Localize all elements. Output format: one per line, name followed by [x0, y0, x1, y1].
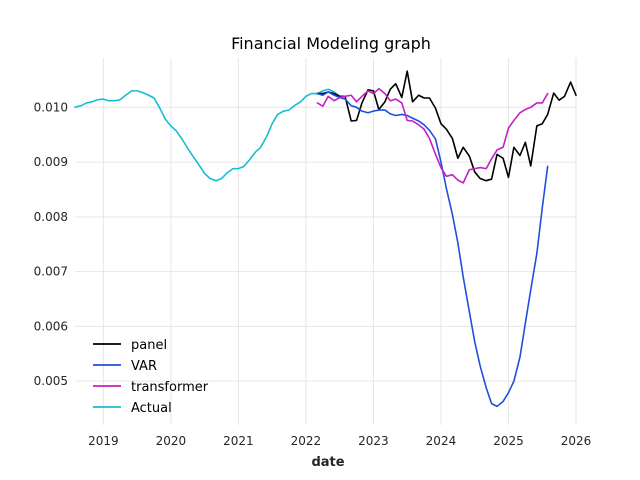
chart-legend: panel VAR transformer Actual: [93, 338, 209, 416]
x-axis-label: date: [311, 455, 344, 470]
y-tick-label: 0.007: [34, 265, 68, 279]
series-line-actual: [74, 88, 341, 182]
y-tick-label: 0.006: [34, 319, 68, 333]
x-tick-label: 2023: [358, 434, 389, 448]
chart-series: [74, 70, 577, 408]
x-tick-label: 2025: [493, 434, 524, 448]
y-tick-label: 0.008: [34, 210, 68, 224]
x-tick-label: 2020: [156, 434, 187, 448]
series-line-transformer: [316, 87, 549, 184]
x-tick-label: 2026: [561, 434, 592, 448]
legend-label-transformer: transformer: [131, 380, 209, 395]
x-tick-label: 2021: [223, 434, 254, 448]
series-line-panel: [316, 70, 577, 182]
legend-label-actual: Actual: [131, 401, 172, 416]
x-tick-label: 2024: [426, 434, 457, 448]
chart-title: Financial Modeling graph: [231, 34, 431, 53]
series-line-var: [316, 91, 549, 408]
x-axis-ticks: 2019 2020 2021 2022 2023 2024 2025 2026: [88, 434, 591, 448]
x-tick-label: 2019: [88, 434, 119, 448]
legend-label-panel: panel: [131, 338, 167, 353]
y-tick-label: 0.010: [34, 100, 68, 114]
y-tick-label: 0.005: [34, 374, 68, 388]
y-tick-label: 0.009: [34, 155, 68, 169]
legend-label-var: VAR: [131, 359, 157, 374]
y-axis-ticks: 0.005 0.006 0.007 0.008 0.009 0.010: [34, 100, 68, 388]
x-tick-label: 2022: [291, 434, 322, 448]
chart-grid: [75, 58, 577, 425]
